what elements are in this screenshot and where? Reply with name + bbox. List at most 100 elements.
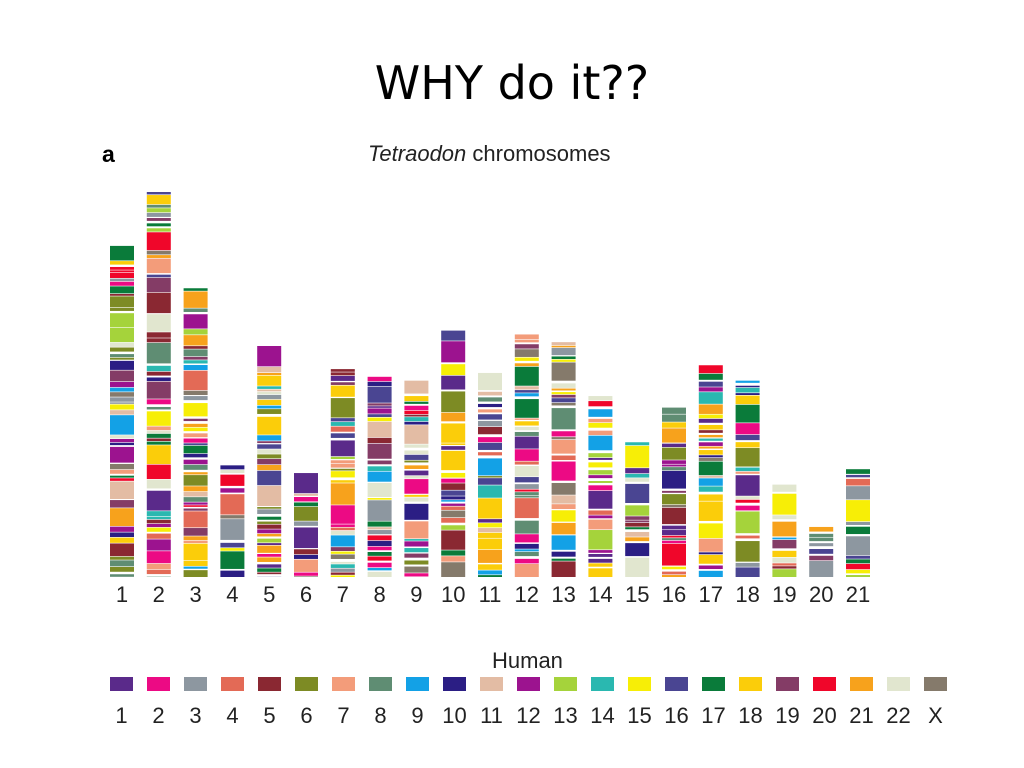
chromosome-band xyxy=(257,568,282,572)
chromosome-band xyxy=(441,478,466,483)
chromosome-band xyxy=(662,530,686,536)
chromosome-band xyxy=(514,449,539,461)
chromosome-band xyxy=(367,443,392,459)
chromosome-band xyxy=(330,460,355,464)
chromosome-band xyxy=(146,399,171,405)
human-legend-swatch-21 xyxy=(850,677,873,691)
chromosome-band xyxy=(625,442,650,446)
chromosome-band xyxy=(257,444,282,449)
human-legend-label: 9 xyxy=(411,703,423,728)
chromosome-band xyxy=(478,498,502,519)
chromosome-band xyxy=(367,556,392,561)
chromosome-band xyxy=(735,499,760,503)
chromosome-band xyxy=(367,498,392,500)
chromosome-band xyxy=(698,478,723,486)
chromosome-band xyxy=(257,557,282,562)
chromosome-band xyxy=(367,546,392,551)
chromosome-band xyxy=(110,272,134,278)
chromosome-band xyxy=(514,461,539,465)
chromosome-band xyxy=(257,553,282,557)
chromosome-band xyxy=(257,545,282,553)
chromosome-band xyxy=(183,540,208,544)
chromosome-band xyxy=(183,346,208,349)
tetraodon-chromosome-label: 17 xyxy=(699,582,723,607)
human-legend-swatch-1 xyxy=(110,677,133,691)
tetraodon-chromosome-label: 19 xyxy=(772,582,796,607)
chromosome-band xyxy=(662,575,686,577)
chromosome-band xyxy=(146,255,171,258)
chromosome-band xyxy=(698,442,723,446)
chromosome-band xyxy=(330,561,355,564)
chromosome-band xyxy=(220,570,245,577)
chromosome-band xyxy=(257,454,282,459)
chromosome-band xyxy=(110,307,134,311)
chromosome-band xyxy=(257,394,282,400)
chromosome-band xyxy=(478,532,502,538)
chromosome-band xyxy=(367,527,392,530)
chromosome-band xyxy=(183,505,208,507)
chromosome-band xyxy=(404,494,429,497)
chromosome-band xyxy=(404,444,429,448)
tetraodon-chromosome-15 xyxy=(625,442,650,577)
chromosome-band xyxy=(146,511,171,517)
chromosome-band xyxy=(110,397,134,402)
chromosome-band xyxy=(294,506,318,521)
tetraodon-chromosome-12 xyxy=(514,334,539,577)
chromosome-band xyxy=(625,483,650,503)
chromosome-band xyxy=(846,569,870,574)
chromosome-band xyxy=(625,445,650,468)
chromosome-band xyxy=(772,563,797,566)
human-legend-swatch-6 xyxy=(295,677,318,691)
chromosome-band xyxy=(404,566,429,573)
human-legend-label: X xyxy=(928,703,943,728)
chromosome-band xyxy=(514,484,539,489)
chromosome-band xyxy=(514,534,539,543)
chromosome-band xyxy=(551,522,576,535)
chromosome-band xyxy=(698,450,723,455)
chromosome-band xyxy=(698,455,723,458)
chromosome-band xyxy=(551,510,576,522)
chromosome-band xyxy=(441,510,466,518)
chromosome-band xyxy=(330,456,355,460)
chromosome-band xyxy=(257,564,282,568)
chromosome-band xyxy=(478,409,502,413)
chromosome-band xyxy=(735,380,760,383)
chromosome-band xyxy=(404,541,429,547)
chromosome-band xyxy=(809,560,834,577)
chromosome-band xyxy=(698,446,723,449)
chromosome-band xyxy=(551,558,576,561)
chromosome-band xyxy=(698,501,723,521)
chromosome-band xyxy=(809,537,834,542)
chromosome-band xyxy=(772,557,797,563)
chromosome-band xyxy=(110,347,134,352)
chromosome-band xyxy=(110,270,134,273)
chromosome-band xyxy=(404,421,429,425)
chromosome-band xyxy=(294,549,318,555)
chromosome-band xyxy=(183,349,208,357)
chromosome-band xyxy=(588,462,613,468)
chromosome-band xyxy=(183,438,208,443)
chromosome-band xyxy=(625,531,650,537)
chromosome-band xyxy=(441,550,466,556)
chromosome-band xyxy=(662,460,686,464)
chromosome-band xyxy=(110,435,134,439)
human-legend-label: 18 xyxy=(738,703,762,728)
chromosome-band xyxy=(514,426,539,431)
chromosome-band xyxy=(551,408,576,430)
chromosome-band xyxy=(551,342,576,346)
chromosome-band xyxy=(110,543,134,557)
chromosome-band xyxy=(110,404,134,410)
chromosome-band xyxy=(735,471,760,474)
chromosome-band xyxy=(257,441,282,444)
chromosome-band xyxy=(183,308,208,312)
chromosome-band xyxy=(514,399,539,418)
chromosome-band xyxy=(698,438,723,441)
human-legend-label: 13 xyxy=(553,703,577,728)
chromosome-band xyxy=(146,516,171,520)
chromosome-band xyxy=(330,369,355,372)
chromosome-band xyxy=(220,542,245,548)
chromosome-band xyxy=(551,402,576,406)
human-legend-label: 19 xyxy=(775,703,799,728)
chromosome-band xyxy=(441,500,466,502)
chromosome-band xyxy=(735,404,760,423)
